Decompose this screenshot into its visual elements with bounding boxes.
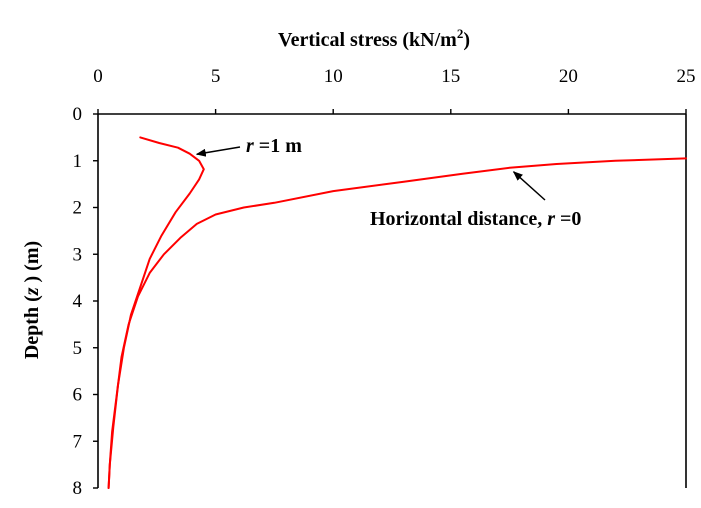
x-tick-label: 25	[677, 66, 696, 87]
annotation-arrow-r0	[512, 171, 546, 201]
y-tick-label: 4	[73, 291, 83, 312]
series-line-r1	[107, 136, 205, 489]
x-tick-label: 0	[93, 66, 103, 87]
y-tick-label: 5	[73, 338, 83, 359]
y-ticks-group: 0 1 2 3 4 5 6 7 8	[73, 104, 98, 499]
y-tick-label: 0	[73, 104, 83, 125]
y-tick-label: 1	[73, 151, 83, 172]
y-tick-label: 8	[73, 478, 83, 499]
annotation-r1: r =1 m	[195, 135, 302, 157]
x-axis-title: Vertical stress (kN/m2)	[278, 26, 470, 51]
annotation-r0: Horizontal distance, r =0	[370, 171, 581, 230]
annotation-label-r1: r =1 m	[246, 135, 302, 157]
x-tick-label: 15	[441, 66, 460, 87]
y-tick-label: 3	[73, 244, 83, 265]
series-group	[107, 136, 687, 489]
y-tick-label: 2	[73, 198, 83, 219]
annotation-label-r0: Horizontal distance, r =0	[370, 208, 581, 230]
y-tick-label: 7	[73, 431, 83, 452]
x-tick-label: 20	[559, 66, 578, 87]
x-tick-label: 10	[324, 66, 343, 87]
x-ticks-group: 0 5 10 15 20 25	[93, 66, 696, 114]
y-tick-label: 6	[73, 385, 83, 406]
y-axis-title: Depth (z ) (m)	[21, 241, 43, 359]
x-tick-label: 5	[211, 66, 221, 87]
annotation-arrow-r1	[195, 146, 241, 157]
